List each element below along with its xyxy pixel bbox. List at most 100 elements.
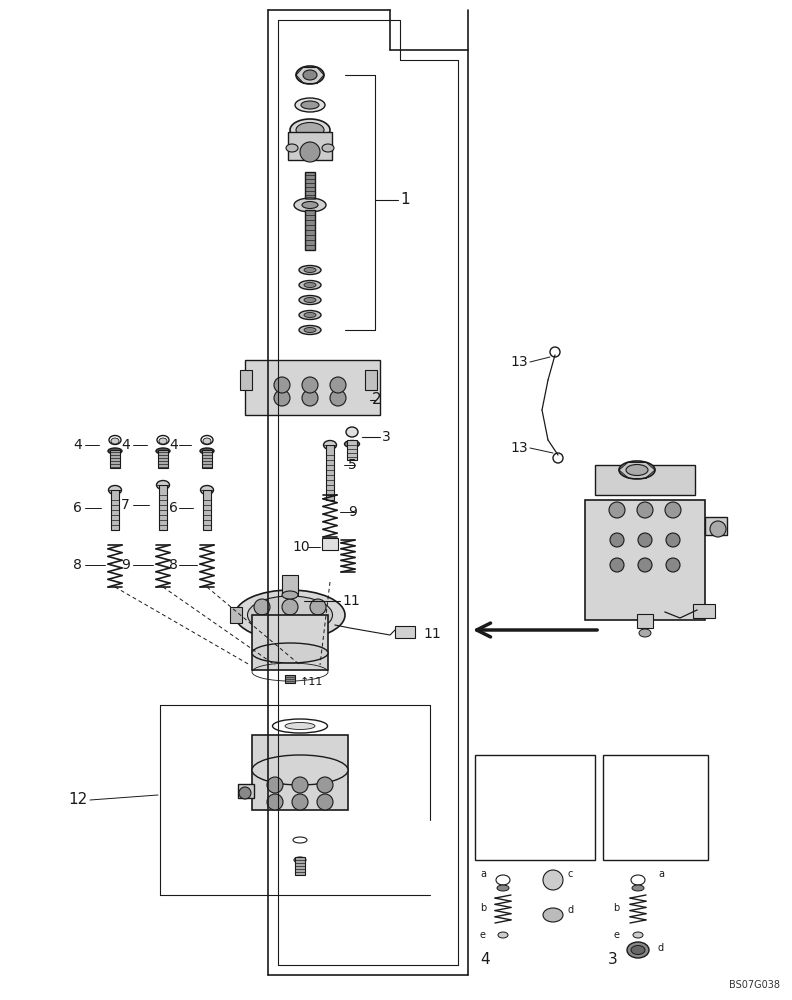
Bar [245, 360, 380, 415]
Ellipse shape [252, 755, 348, 785]
Ellipse shape [304, 328, 316, 332]
Text: 4: 4 [480, 952, 489, 968]
Text: 13: 13 [510, 441, 527, 455]
Text: c: c [567, 869, 573, 879]
Bar [240, 370, 252, 390]
Bar [295, 857, 305, 875]
Ellipse shape [296, 66, 324, 84]
Text: 3: 3 [608, 952, 618, 968]
Bar [288, 132, 332, 160]
Ellipse shape [631, 875, 645, 885]
Bar [159, 485, 167, 530]
Text: 1: 1 [400, 192, 409, 208]
Circle shape [254, 599, 270, 615]
Ellipse shape [235, 590, 345, 640]
Bar [395, 626, 415, 638]
Text: 9: 9 [348, 505, 357, 519]
Text: 11: 11 [342, 594, 360, 608]
Circle shape [292, 794, 308, 810]
Text: 8: 8 [73, 558, 82, 572]
Ellipse shape [543, 908, 563, 922]
Text: 7: 7 [121, 498, 130, 512]
Circle shape [610, 558, 624, 572]
Circle shape [302, 390, 318, 406]
Bar [365, 370, 377, 390]
Text: 12: 12 [68, 792, 87, 808]
Circle shape [274, 377, 290, 393]
Circle shape [317, 794, 333, 810]
Circle shape [638, 558, 652, 572]
Bar [202, 450, 212, 468]
Ellipse shape [282, 591, 298, 599]
Ellipse shape [201, 436, 213, 444]
Circle shape [710, 521, 726, 537]
Text: 4: 4 [169, 438, 177, 452]
Ellipse shape [157, 436, 169, 444]
Bar [230, 607, 242, 623]
Ellipse shape [323, 440, 337, 450]
Ellipse shape [498, 932, 508, 938]
Circle shape [302, 377, 318, 393]
Bar [252, 735, 348, 810]
Text: e: e [480, 930, 486, 940]
Ellipse shape [200, 486, 214, 494]
Ellipse shape [252, 643, 328, 663]
Bar [111, 490, 119, 530]
Circle shape [310, 615, 326, 631]
Circle shape [300, 142, 320, 162]
Ellipse shape [247, 596, 333, 634]
Ellipse shape [200, 448, 214, 454]
Text: 5: 5 [348, 458, 356, 472]
Ellipse shape [286, 144, 298, 152]
Circle shape [282, 599, 298, 615]
Circle shape [310, 599, 326, 615]
Text: 13: 13 [510, 355, 527, 369]
Bar [705, 517, 727, 535]
Ellipse shape [203, 438, 211, 444]
Text: 6: 6 [73, 501, 82, 515]
Circle shape [292, 777, 308, 793]
Text: b: b [480, 903, 486, 913]
Circle shape [610, 533, 624, 547]
Circle shape [665, 502, 681, 518]
Circle shape [282, 615, 298, 631]
Text: e: e [613, 930, 619, 940]
Text: 8: 8 [169, 558, 178, 572]
Circle shape [666, 533, 680, 547]
Ellipse shape [294, 857, 306, 863]
Ellipse shape [299, 265, 321, 274]
Text: d: d [567, 905, 573, 915]
Text: a: a [658, 869, 664, 879]
Bar [326, 445, 334, 500]
Circle shape [267, 794, 283, 810]
Circle shape [609, 502, 625, 518]
Bar [347, 440, 357, 460]
Ellipse shape [619, 461, 655, 479]
Ellipse shape [295, 98, 325, 112]
Circle shape [274, 390, 290, 406]
Circle shape [239, 787, 251, 799]
Ellipse shape [304, 282, 316, 288]
Ellipse shape [299, 310, 321, 320]
Ellipse shape [497, 885, 509, 891]
Ellipse shape [296, 122, 324, 137]
Bar [305, 210, 315, 250]
Ellipse shape [496, 875, 510, 885]
Text: 4: 4 [121, 438, 130, 452]
Text: 4: 4 [73, 438, 82, 452]
Ellipse shape [626, 464, 648, 476]
Bar [252, 615, 328, 670]
Ellipse shape [294, 198, 326, 212]
Ellipse shape [290, 119, 330, 141]
Bar [322, 538, 338, 550]
Text: 3: 3 [382, 430, 390, 444]
Circle shape [317, 777, 333, 793]
Bar [238, 784, 254, 798]
Ellipse shape [304, 312, 316, 318]
Ellipse shape [159, 438, 167, 444]
Text: b: b [613, 903, 619, 913]
Ellipse shape [156, 448, 170, 454]
Ellipse shape [346, 427, 358, 437]
Text: ↑11: ↑11 [300, 677, 323, 687]
Ellipse shape [639, 629, 651, 637]
